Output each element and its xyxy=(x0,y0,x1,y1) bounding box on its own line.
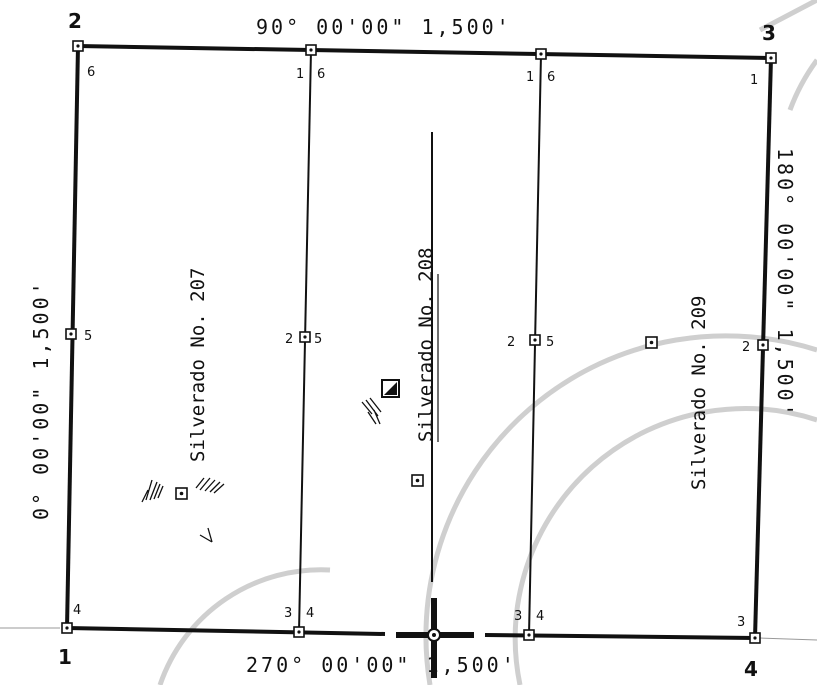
corner-number-bottom-right: 4 xyxy=(744,657,758,681)
post-number: 3 xyxy=(284,606,292,621)
post-number: 6 xyxy=(87,65,95,80)
claim-label-207: Silverado No. 207 xyxy=(187,268,209,462)
post-number: 4 xyxy=(536,609,544,624)
post-number: 3 xyxy=(514,609,522,624)
boundary-top xyxy=(77,44,772,60)
arc-medium xyxy=(512,406,817,686)
post-number: 6 xyxy=(547,70,555,85)
post-number: 4 xyxy=(73,603,81,618)
corner-number-top-right: 3 xyxy=(762,21,776,45)
post-numbers: 6 1 6 1 6 1 5 2 5 2 5 2 4 3 4 3 4 3 xyxy=(73,65,758,630)
post-number: 1 xyxy=(750,73,758,88)
corner-number-top-left: 2 xyxy=(68,9,82,33)
bearing-left: 0° 00'00" 1,500' xyxy=(29,279,53,520)
claim-label-208: Silverado No. 208 xyxy=(415,248,437,442)
post-number: 5 xyxy=(546,335,554,350)
arc-small xyxy=(758,0,817,33)
corner-number-bottom-left: 1 xyxy=(58,645,72,669)
post-number: 2 xyxy=(742,340,750,355)
post-number: 1 xyxy=(526,70,534,85)
post-number: 4 xyxy=(306,606,314,621)
post-number: 3 xyxy=(737,615,745,630)
post-number: 2 xyxy=(285,332,293,347)
bearing-right: 180° 00'00" 1,500' xyxy=(773,148,797,419)
background-arcs xyxy=(157,0,817,686)
post-number: 1 xyxy=(296,67,304,82)
post-number: 6 xyxy=(317,67,325,82)
hatch-marks xyxy=(141,397,382,543)
boundary-bottom-left xyxy=(66,626,386,636)
arc-top-right xyxy=(787,58,817,111)
bearing-top: 90° 00'00" 1,500' xyxy=(256,15,512,39)
post-number: 2 xyxy=(507,335,515,350)
arc-large xyxy=(423,333,817,686)
bearing-bottom: 270° 00'00" 1,500' xyxy=(246,653,517,677)
center-line xyxy=(396,132,474,678)
post-number: 5 xyxy=(84,329,92,344)
post-number: 5 xyxy=(314,332,322,347)
claim-label-209: Silverado No. 209 xyxy=(688,296,710,490)
